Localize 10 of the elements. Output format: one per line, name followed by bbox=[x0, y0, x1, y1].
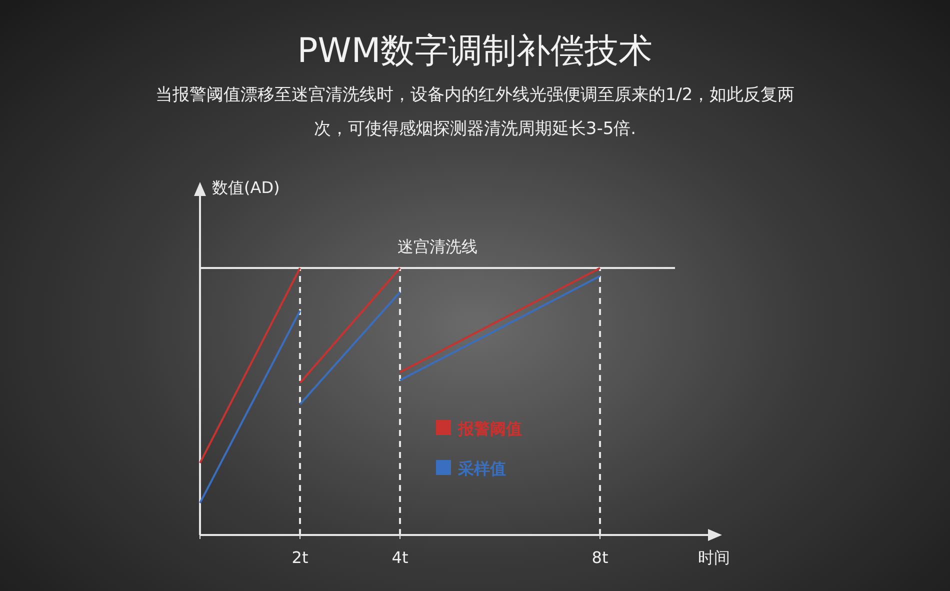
chart-title: PWM数字调制补偿技术 bbox=[297, 31, 653, 71]
legend-label: 报警阈值 bbox=[457, 419, 522, 438]
x-tick-label: 4t bbox=[392, 548, 408, 567]
x-axis-title: 时间 bbox=[698, 548, 730, 567]
chart-subtitle: 当报警阈值漂移至迷宫清洗线时，设备内的红外线光强便调至原来的1/2，如此反复两次，可使得感烟探测器清洗周期延长3-5倍. bbox=[154, 84, 796, 141]
y-axis-title: 数值(AD) bbox=[212, 178, 280, 197]
legend-label: 采样值 bbox=[457, 459, 506, 478]
x-tick-label: 2t bbox=[292, 548, 308, 567]
x-tick-label: 8t bbox=[592, 548, 608, 567]
ref-line-label: 迷宫清洗线 bbox=[398, 237, 478, 256]
